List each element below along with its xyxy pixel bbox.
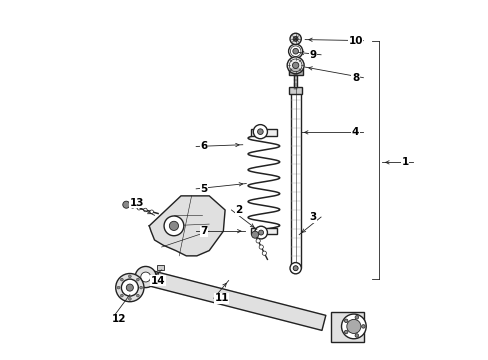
Bar — [250, 129, 277, 136]
Bar — [330, 312, 364, 342]
Circle shape — [293, 266, 298, 271]
Circle shape — [344, 319, 347, 323]
Circle shape — [121, 279, 138, 296]
Bar — [293, 69, 297, 87]
Circle shape — [254, 226, 267, 239]
Circle shape — [289, 262, 301, 274]
Circle shape — [135, 266, 156, 288]
Circle shape — [117, 286, 120, 289]
Text: 12: 12 — [112, 314, 126, 324]
Circle shape — [122, 201, 130, 208]
Text: 4: 4 — [351, 127, 359, 138]
Circle shape — [150, 210, 153, 213]
Circle shape — [292, 48, 298, 54]
Circle shape — [128, 275, 131, 278]
Circle shape — [293, 266, 297, 270]
Circle shape — [143, 208, 147, 212]
Text: 3: 3 — [309, 212, 316, 222]
Text: 13: 13 — [129, 198, 144, 208]
Text: 2: 2 — [235, 205, 243, 215]
Circle shape — [286, 57, 304, 74]
Bar — [157, 265, 163, 270]
Circle shape — [116, 274, 143, 302]
Text: 5: 5 — [200, 184, 207, 194]
Circle shape — [136, 278, 139, 281]
Text: 1: 1 — [401, 157, 408, 167]
Circle shape — [140, 286, 142, 289]
Bar — [290, 88, 300, 268]
Circle shape — [354, 316, 358, 319]
Circle shape — [251, 231, 258, 238]
Circle shape — [120, 278, 123, 281]
Circle shape — [341, 314, 366, 339]
Text: 7: 7 — [200, 226, 207, 236]
Circle shape — [289, 33, 301, 45]
Bar — [250, 228, 277, 234]
Circle shape — [137, 207, 141, 210]
Bar — [288, 68, 302, 75]
Text: 11: 11 — [214, 293, 228, 303]
Circle shape — [141, 272, 150, 282]
Text: 6: 6 — [200, 141, 207, 152]
Circle shape — [256, 239, 260, 243]
Circle shape — [346, 319, 360, 333]
Circle shape — [253, 125, 267, 139]
Circle shape — [288, 44, 302, 58]
Circle shape — [361, 325, 365, 328]
Circle shape — [262, 251, 266, 255]
Circle shape — [257, 129, 263, 135]
Circle shape — [259, 245, 263, 249]
Text: 14: 14 — [150, 275, 165, 285]
Circle shape — [169, 221, 178, 230]
Text: 10: 10 — [347, 36, 362, 46]
Circle shape — [136, 294, 139, 297]
Polygon shape — [149, 196, 224, 256]
Circle shape — [131, 205, 134, 208]
Circle shape — [290, 263, 300, 273]
Polygon shape — [143, 270, 325, 330]
Circle shape — [290, 263, 300, 273]
Circle shape — [120, 294, 123, 297]
Circle shape — [292, 62, 298, 68]
Circle shape — [344, 330, 347, 334]
Circle shape — [164, 216, 183, 236]
Circle shape — [354, 334, 358, 337]
Circle shape — [258, 230, 263, 235]
Text: 8: 8 — [351, 73, 359, 83]
Circle shape — [126, 284, 133, 291]
Bar — [289, 87, 302, 94]
Circle shape — [128, 297, 131, 300]
Text: 9: 9 — [309, 50, 316, 60]
Circle shape — [293, 36, 298, 41]
